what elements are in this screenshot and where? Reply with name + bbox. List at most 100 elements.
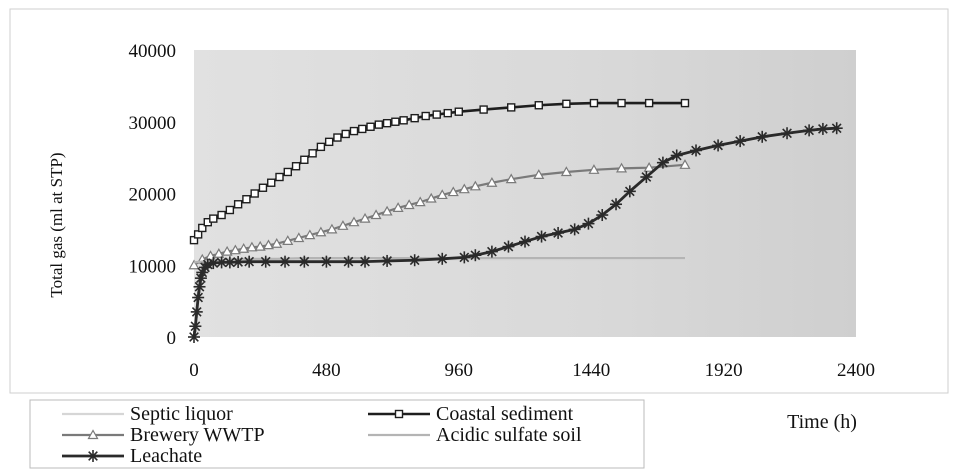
- data-point-leachate: [582, 217, 595, 230]
- data-point-brewery-wwtp: [282, 235, 294, 245]
- data-point-leachate: [193, 280, 206, 293]
- x-tick-label: 2400: [837, 360, 875, 381]
- y-axis: 0 10000 20000 30000 40000: [129, 41, 177, 349]
- data-point-leachate: [830, 122, 843, 135]
- data-point-coastal-sediment: [349, 126, 359, 136]
- data-point-brewery-wwtp: [381, 205, 393, 216]
- data-point-leachate: [243, 255, 256, 268]
- data-point-coastal-sediment: [399, 116, 408, 125]
- data-point-coastal-sediment: [454, 107, 463, 116]
- data-point-brewery-wwtp: [238, 243, 250, 253]
- data-point-leachate: [596, 209, 609, 222]
- data-point-coastal-sediment: [680, 98, 690, 108]
- data-point-brewery-wwtp: [643, 161, 655, 172]
- data-point-leachate: [502, 240, 515, 253]
- legend: Septic liquor Coastal sediment Brewery WWT…: [62, 403, 582, 467]
- data-point-coastal-sediment: [225, 205, 235, 215]
- x-tick-label: 1920: [705, 360, 743, 381]
- data-point-leachate: [640, 170, 653, 183]
- data-point-coastal-sediment: [333, 133, 342, 142]
- legend-item-leachate: Leachate: [62, 445, 202, 467]
- series-acidic-sulfate-soil: [193, 256, 685, 264]
- data-point-coastal-sediment: [198, 223, 207, 233]
- data-point-brewery-wwtp: [254, 240, 266, 251]
- data-point-leachate: [381, 254, 394, 267]
- series-leachate: [188, 122, 843, 343]
- data-point-brewery-wwtp: [326, 223, 338, 234]
- legend-item-acidic-sulfate-soil: Acidic sulfate soil: [368, 424, 582, 446]
- data-point-leachate: [568, 223, 581, 236]
- data-point-leachate: [712, 139, 725, 152]
- data-point-brewery-wwtp: [505, 173, 517, 184]
- data-point-brewery-wwtp: [679, 159, 691, 169]
- y-tick-label: 20000: [129, 185, 177, 206]
- legend-item-brewery-wwtp: Brewery WWTP: [62, 424, 265, 446]
- x-tick-label: 1440: [572, 360, 610, 381]
- legend-item-septic-liquor: Septic liquor: [62, 403, 233, 425]
- data-point-coastal-sediment: [410, 113, 419, 123]
- y-tick-label: 0: [167, 328, 177, 349]
- data-point-leachate: [189, 320, 202, 333]
- data-point-leachate: [469, 249, 482, 262]
- data-point-brewery-wwtp: [560, 166, 572, 177]
- legend-marker: [87, 429, 99, 440]
- data-point-coastal-sediment: [374, 120, 384, 129]
- x-axis-title: Time (h): [787, 411, 857, 433]
- data-point-brewery-wwtp: [262, 239, 275, 250]
- data-point-coastal-sediment: [507, 103, 516, 112]
- data-point-coastal-sediment: [250, 189, 259, 198]
- data-point-brewery-wwtp: [315, 226, 327, 237]
- legend-label: Septic liquor: [130, 403, 233, 425]
- data-point-coastal-sediment: [283, 167, 292, 177]
- data-point-leachate: [734, 135, 747, 148]
- data-point-coastal-sediment: [366, 122, 375, 131]
- data-point-leachate: [458, 251, 471, 264]
- data-point-coastal-sediment: [316, 142, 326, 152]
- y-tick-label: 30000: [129, 113, 177, 134]
- data-point-leachate: [320, 255, 333, 268]
- legend-box: [29, 399, 645, 469]
- data-point-leachate: [259, 255, 272, 268]
- y-tick-label: 40000: [129, 41, 177, 62]
- series-group: [188, 98, 843, 343]
- x-axis: 0 480 960 1440 1920 2400: [189, 360, 875, 381]
- data-point-leachate: [359, 255, 372, 268]
- data-point-coastal-sediment: [382, 118, 392, 128]
- data-point-brewery-wwtp: [403, 199, 415, 210]
- data-point-coastal-sediment: [562, 99, 571, 109]
- data-point-coastal-sediment: [479, 105, 488, 114]
- data-point-leachate: [298, 255, 311, 268]
- legend-label: Coastal sediment: [436, 403, 574, 425]
- data-point-coastal-sediment: [644, 98, 654, 108]
- data-point-brewery-wwtp: [533, 169, 545, 179]
- data-point-leachate: [756, 130, 769, 143]
- data-point-coastal-sediment: [421, 111, 430, 121]
- legend-item-coastal-sediment: Coastal sediment: [368, 403, 574, 425]
- data-point-leachate: [535, 230, 548, 243]
- data-point-brewery-wwtp: [293, 232, 305, 243]
- legend-label: Acidic sulfate soil: [436, 424, 582, 446]
- x-tick-label: 0: [189, 360, 199, 381]
- data-point-leachate: [188, 331, 200, 343]
- data-point-leachate: [279, 255, 292, 268]
- data-point-leachate: [781, 127, 794, 140]
- data-point-coastal-sediment: [358, 124, 367, 134]
- data-point-brewery-wwtp: [469, 180, 481, 191]
- data-point-coastal-sediment: [443, 108, 452, 118]
- series-coastal-sediment: [189, 98, 690, 245]
- data-point-brewery-wwtp: [425, 192, 437, 203]
- data-point-coastal-sediment: [617, 98, 626, 108]
- data-point-brewery-wwtp: [392, 202, 404, 212]
- data-point-brewery-wwtp: [458, 183, 470, 194]
- legend-marker: [394, 409, 404, 419]
- data-point-coastal-sediment: [275, 172, 284, 182]
- data-point-coastal-sediment: [391, 117, 400, 126]
- data-point-leachate: [610, 198, 623, 211]
- data-point-leachate: [342, 255, 355, 268]
- data-point-coastal-sediment: [258, 183, 268, 192]
- data-point-leachate: [190, 305, 203, 318]
- data-point-brewery-wwtp: [447, 186, 459, 197]
- series-brewery-wwtp: [188, 159, 691, 270]
- data-point-coastal-sediment: [242, 195, 251, 204]
